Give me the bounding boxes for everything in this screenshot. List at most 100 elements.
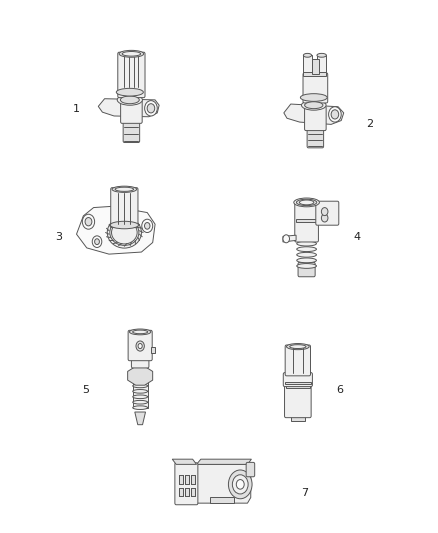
- Bar: [191, 475, 194, 483]
- FancyBboxPatch shape: [303, 73, 328, 103]
- Circle shape: [95, 239, 99, 245]
- Circle shape: [145, 101, 157, 116]
- Ellipse shape: [119, 50, 144, 57]
- Circle shape: [142, 219, 153, 232]
- Ellipse shape: [133, 330, 148, 334]
- Bar: [312, 59, 318, 74]
- Polygon shape: [283, 235, 296, 242]
- Ellipse shape: [112, 186, 137, 192]
- Bar: [180, 488, 184, 496]
- Circle shape: [145, 223, 150, 229]
- Ellipse shape: [122, 52, 141, 56]
- Ellipse shape: [317, 53, 326, 57]
- FancyBboxPatch shape: [175, 463, 198, 505]
- Bar: [286, 385, 310, 388]
- Ellipse shape: [112, 221, 137, 244]
- Ellipse shape: [299, 200, 314, 205]
- FancyBboxPatch shape: [307, 125, 324, 148]
- FancyBboxPatch shape: [131, 358, 149, 368]
- Bar: [151, 347, 155, 353]
- Ellipse shape: [107, 217, 141, 248]
- Ellipse shape: [117, 88, 143, 96]
- Ellipse shape: [297, 241, 316, 246]
- FancyBboxPatch shape: [118, 52, 145, 98]
- Bar: [191, 488, 194, 496]
- Ellipse shape: [297, 199, 317, 206]
- Polygon shape: [77, 206, 155, 254]
- Ellipse shape: [120, 96, 139, 104]
- Polygon shape: [197, 464, 251, 503]
- Circle shape: [147, 104, 155, 113]
- Ellipse shape: [305, 102, 323, 109]
- Ellipse shape: [115, 187, 134, 191]
- Bar: [296, 219, 317, 222]
- Ellipse shape: [133, 390, 148, 393]
- Ellipse shape: [110, 220, 139, 245]
- FancyBboxPatch shape: [111, 188, 138, 228]
- Polygon shape: [172, 459, 197, 464]
- Circle shape: [328, 107, 341, 122]
- FancyBboxPatch shape: [246, 462, 255, 477]
- Ellipse shape: [117, 94, 142, 105]
- FancyBboxPatch shape: [285, 381, 311, 418]
- Polygon shape: [304, 55, 311, 75]
- Bar: [285, 382, 311, 384]
- Circle shape: [331, 110, 339, 119]
- Bar: [304, 72, 326, 76]
- Polygon shape: [317, 55, 326, 75]
- Circle shape: [229, 470, 252, 499]
- Text: 7: 7: [301, 488, 308, 498]
- Circle shape: [138, 343, 142, 349]
- Ellipse shape: [297, 264, 316, 269]
- Ellipse shape: [301, 100, 326, 110]
- Text: 5: 5: [82, 385, 89, 395]
- Ellipse shape: [286, 344, 309, 350]
- Circle shape: [237, 480, 244, 489]
- Bar: [185, 475, 189, 483]
- FancyBboxPatch shape: [298, 262, 315, 277]
- FancyBboxPatch shape: [285, 345, 311, 376]
- FancyBboxPatch shape: [123, 118, 140, 142]
- Ellipse shape: [133, 384, 148, 387]
- FancyBboxPatch shape: [304, 106, 326, 131]
- Circle shape: [82, 214, 95, 229]
- Text: 1: 1: [73, 104, 80, 114]
- FancyBboxPatch shape: [283, 373, 312, 386]
- Text: 3: 3: [56, 232, 63, 242]
- Ellipse shape: [133, 395, 148, 399]
- Circle shape: [85, 217, 92, 226]
- Bar: [133, 381, 148, 408]
- Circle shape: [92, 236, 102, 247]
- Polygon shape: [98, 99, 159, 117]
- Circle shape: [321, 214, 328, 222]
- Polygon shape: [127, 366, 153, 385]
- Ellipse shape: [297, 247, 316, 252]
- Bar: [291, 415, 305, 421]
- Ellipse shape: [304, 53, 311, 57]
- Bar: [185, 488, 189, 496]
- Polygon shape: [284, 104, 344, 124]
- Ellipse shape: [300, 94, 327, 101]
- FancyBboxPatch shape: [120, 100, 142, 123]
- Ellipse shape: [291, 414, 305, 419]
- Circle shape: [136, 341, 145, 351]
- Polygon shape: [197, 459, 251, 464]
- Ellipse shape: [290, 345, 306, 349]
- Circle shape: [232, 475, 248, 494]
- Ellipse shape: [133, 400, 148, 404]
- Text: 4: 4: [353, 232, 360, 242]
- Bar: [180, 475, 184, 483]
- FancyBboxPatch shape: [128, 330, 152, 361]
- Ellipse shape: [133, 406, 148, 409]
- Ellipse shape: [294, 198, 319, 207]
- FancyBboxPatch shape: [316, 201, 339, 225]
- FancyBboxPatch shape: [295, 201, 318, 242]
- Ellipse shape: [130, 329, 151, 335]
- Ellipse shape: [297, 253, 316, 257]
- Circle shape: [283, 235, 290, 243]
- Text: 2: 2: [367, 119, 374, 128]
- Circle shape: [321, 207, 328, 216]
- Ellipse shape: [110, 221, 138, 229]
- Ellipse shape: [297, 258, 316, 263]
- Bar: [210, 497, 234, 503]
